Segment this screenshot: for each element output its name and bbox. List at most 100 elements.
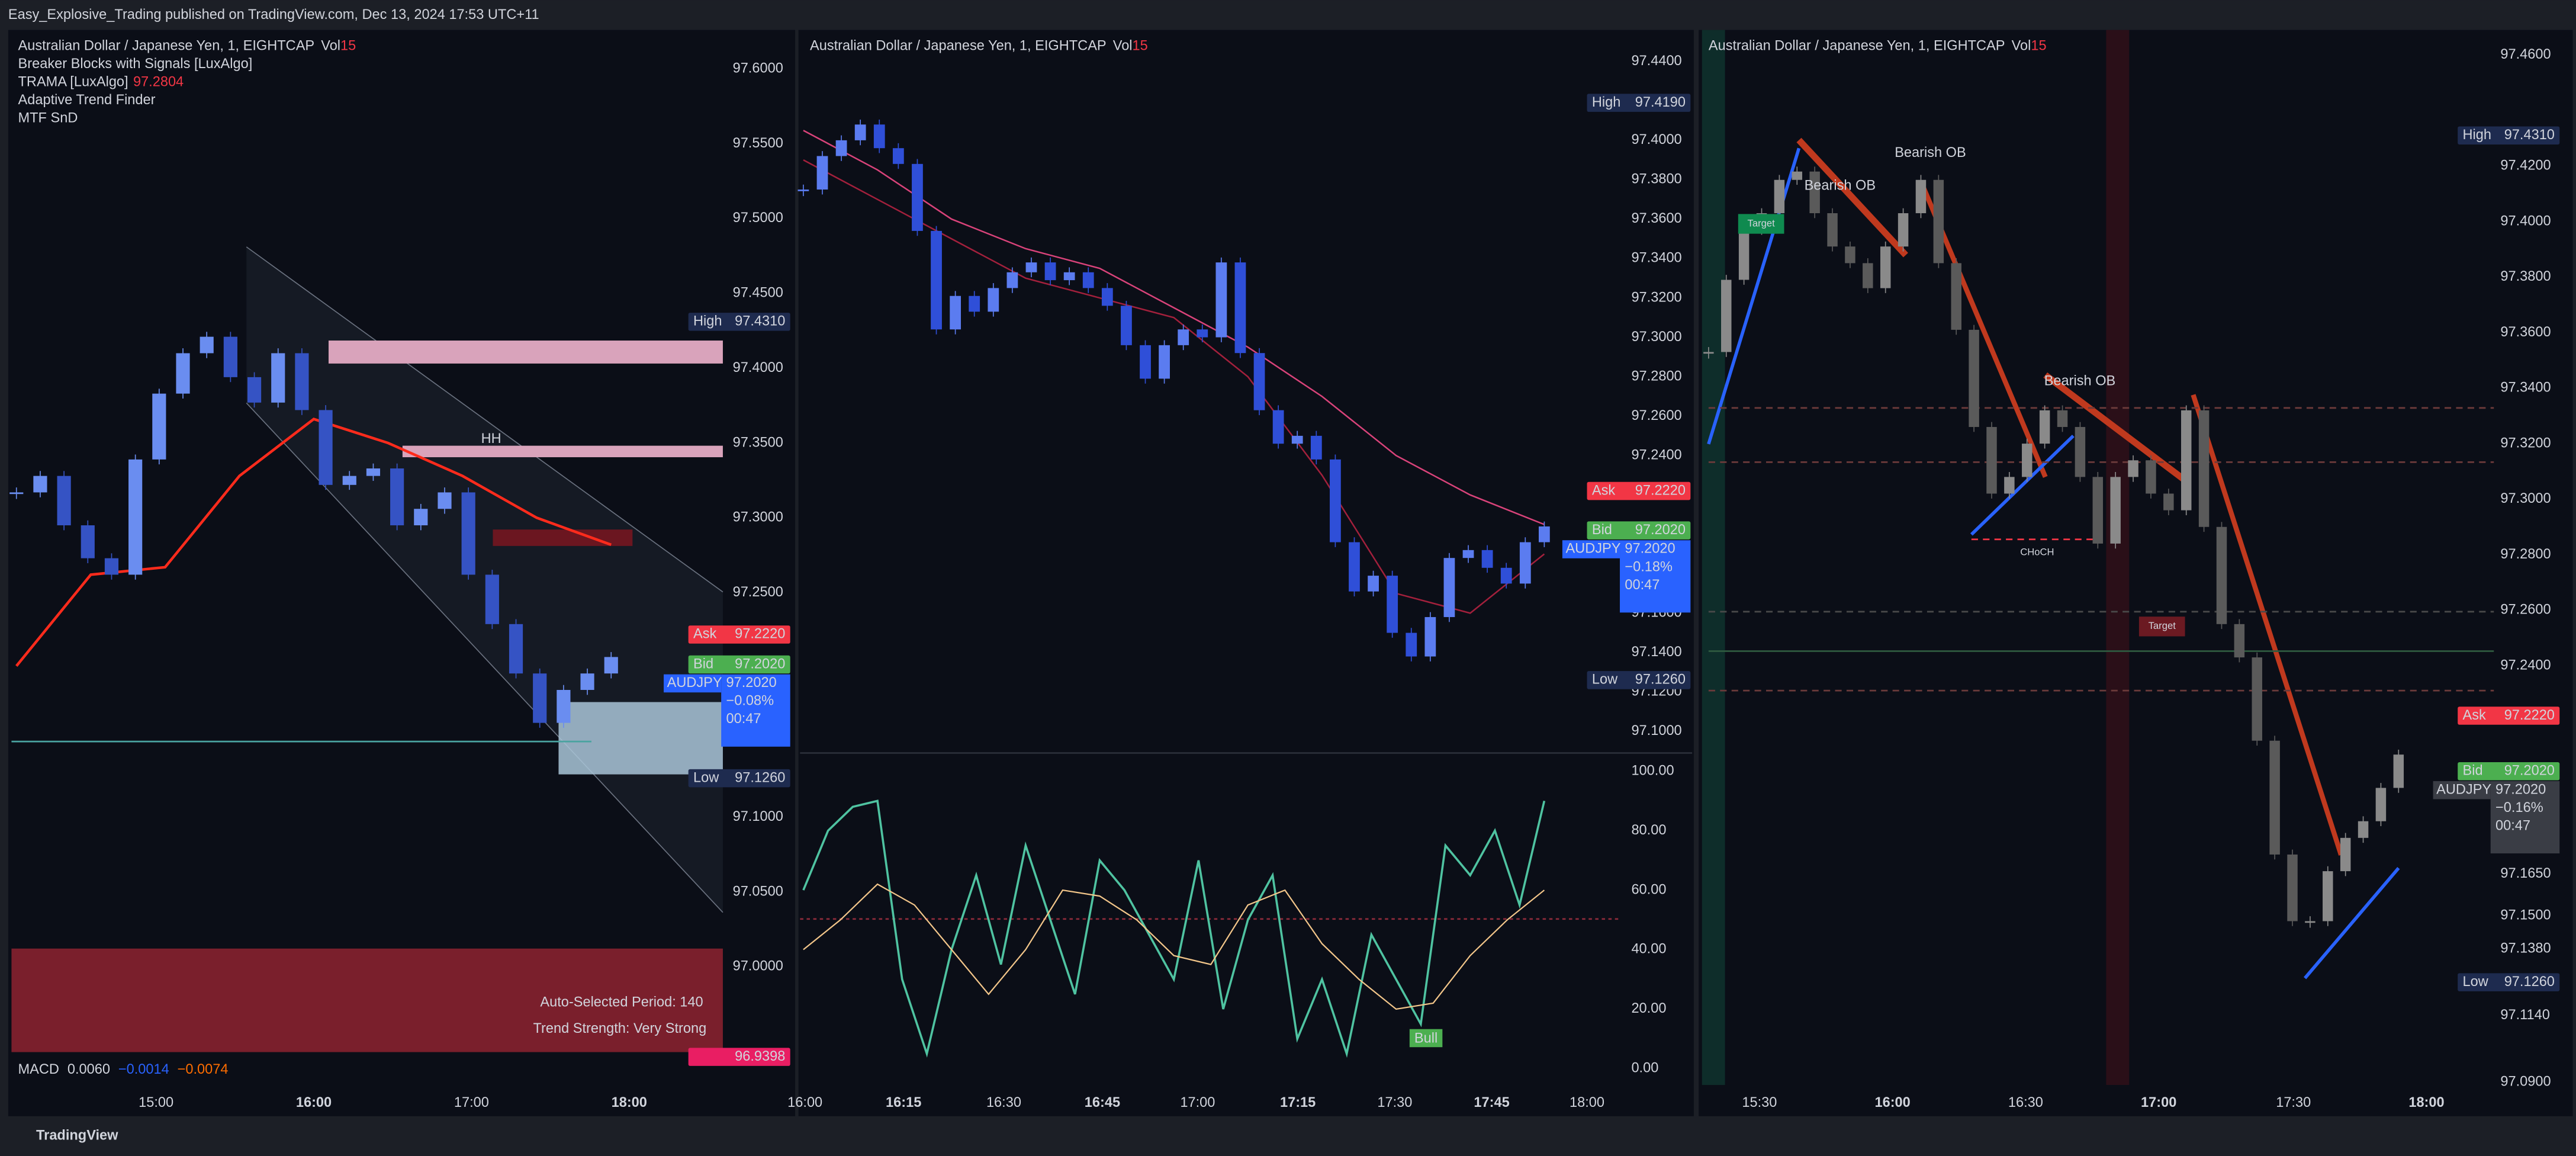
candle (1424, 616, 1436, 657)
candle (390, 468, 404, 526)
session-band (1702, 30, 1725, 1086)
oscillator-line (803, 883, 1545, 1010)
legend-title: Australian Dollar / Japanese Yen, 1, EIG… (810, 38, 1148, 53)
macd-label: MACD (18, 1061, 59, 1077)
oscillator-line (802, 799, 1546, 1058)
y-tick-label: 97.0000 (733, 958, 783, 974)
price-tag-value: 97.2220 (735, 626, 785, 641)
price-tag-name: Low (2463, 974, 2489, 989)
candle (438, 492, 452, 509)
candle (200, 336, 214, 354)
price-tag-value: 97.4310 (2504, 127, 2555, 142)
y-tick-label: 97.6000 (733, 60, 783, 76)
candle (128, 459, 143, 575)
candle (835, 140, 847, 156)
candle (295, 353, 309, 410)
candle (1253, 353, 1265, 410)
candle (1368, 576, 1379, 592)
candle (1044, 262, 1056, 281)
y-tick-label: 97.1000 (733, 808, 783, 824)
y-tick-label: 97.4500 (733, 285, 783, 300)
indicator-name: TRAMA [LuxAlgo] (18, 74, 128, 89)
x-tick-label: 16:15 (886, 1094, 921, 1110)
panel-bg (1699, 30, 2573, 1116)
candle (81, 525, 95, 558)
header-title: Easy_Explosive_Trading published on Trad… (8, 7, 539, 22)
x-tick-label: 17:30 (2276, 1094, 2311, 1110)
candle (2004, 477, 2015, 494)
x-tick-label: 15:30 (1742, 1094, 1777, 1110)
legend-title-text: Australian Dollar / Japanese Yen, 1, EIG… (1709, 38, 2005, 53)
candle (1951, 263, 1961, 330)
symbol-countdown: 00:47 (1625, 577, 1660, 592)
candle (2198, 410, 2210, 527)
symbol-tag-name-bg (1562, 540, 1620, 558)
candle (969, 296, 980, 312)
price-tag-name: Ask (1592, 482, 1616, 497)
candle (533, 673, 547, 723)
y-tick-label: 97.3000 (1631, 329, 1681, 344)
annotation: HH (481, 431, 501, 446)
x-tick-label: 17:45 (1474, 1094, 1509, 1110)
demand-zone (558, 702, 723, 775)
candle (1915, 179, 1927, 213)
y-tick-label: 97.1500 (2500, 907, 2551, 922)
price-tag-value: 97.4310 (735, 313, 785, 329)
candle (2128, 460, 2138, 477)
candle (1481, 550, 1493, 568)
x-tick-label: 17:00 (454, 1094, 489, 1110)
candle (557, 690, 571, 723)
candle (1406, 632, 1417, 657)
symbol-tag-bg (1620, 540, 1691, 613)
candle (1291, 435, 1303, 444)
vol-value: 15 (340, 38, 356, 53)
symbol-change: −0.16% (2495, 799, 2543, 815)
candle (797, 190, 809, 191)
y-tick-label: 97.2500 (733, 584, 783, 599)
candle (1215, 262, 1227, 338)
y-tick-label: 97.5500 (733, 135, 783, 150)
candle (1443, 558, 1455, 617)
candle (1310, 435, 1322, 460)
symbol-change: −0.18% (1625, 558, 1673, 574)
y-tick-label: 97.1380 (2500, 940, 2551, 956)
candle (342, 476, 356, 485)
legend-title-text: Australian Dollar / Japanese Yen, 1, EIG… (18, 38, 315, 53)
vol-label: Vol (2012, 38, 2031, 53)
y-tick-label: 97.3000 (733, 509, 783, 525)
y-tick-label: 97.4000 (1631, 131, 1681, 147)
price-tag-name: Low (693, 769, 719, 785)
price-tag-name: Bid (1592, 522, 1612, 537)
annotation: Trend Strength: Very Strong (533, 1020, 706, 1036)
candle (57, 476, 71, 526)
candle (152, 393, 166, 460)
candle (1898, 213, 1909, 247)
price-tag (1587, 521, 1691, 540)
x-tick-label: 18:00 (1570, 1094, 1604, 1110)
candle (1197, 329, 1208, 338)
candle (176, 353, 190, 394)
candle (1792, 171, 1803, 180)
annotation: Target (1748, 217, 1776, 229)
y-tick-label: 97.5000 (733, 210, 783, 225)
x-tick-label: 18:00 (612, 1094, 647, 1110)
signal-label: Bull (1414, 1030, 1437, 1046)
symbol-name: AUDJPY (667, 675, 722, 690)
candle (2252, 657, 2262, 741)
x-tick-label: 17:30 (1377, 1094, 1412, 1110)
indicator-legend: Breaker Blocks with Signals [LuxAlgo] (18, 56, 253, 71)
y-tick-label: 97.2400 (1631, 447, 1681, 462)
price-tag (1587, 481, 1691, 500)
macd-value: −0.0074 (178, 1061, 229, 1077)
y-tick-label: 97.3400 (2500, 380, 2551, 395)
legend-title-text: Australian Dollar / Japanese Yen, 1, EIG… (810, 38, 1107, 53)
candle (1387, 576, 1398, 633)
candle (247, 377, 262, 403)
price-tag (688, 625, 790, 644)
candle (1500, 567, 1512, 584)
price-tag-value: 97.1260 (1635, 672, 1686, 687)
candle (854, 124, 866, 140)
x-tick-label: 16:30 (2008, 1094, 2043, 1110)
